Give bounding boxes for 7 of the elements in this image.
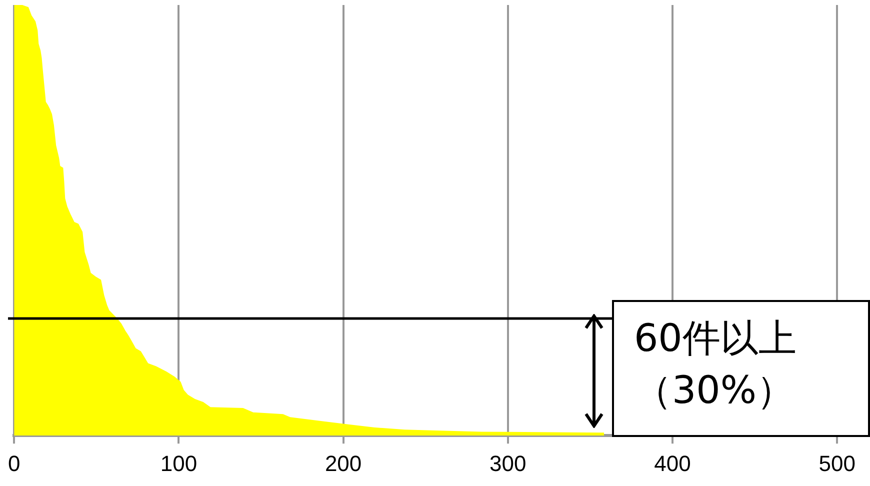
x-tick-label: 500 [818, 450, 856, 476]
x-tick-label: 400 [654, 450, 691, 476]
x-tick-label: 200 [324, 450, 362, 476]
x-tick-label: 100 [160, 450, 198, 476]
x-tick-label: 300 [490, 450, 526, 476]
annotation: 60件以上（30%） [634, 315, 798, 414]
x-tick-label: 0 [8, 450, 20, 476]
